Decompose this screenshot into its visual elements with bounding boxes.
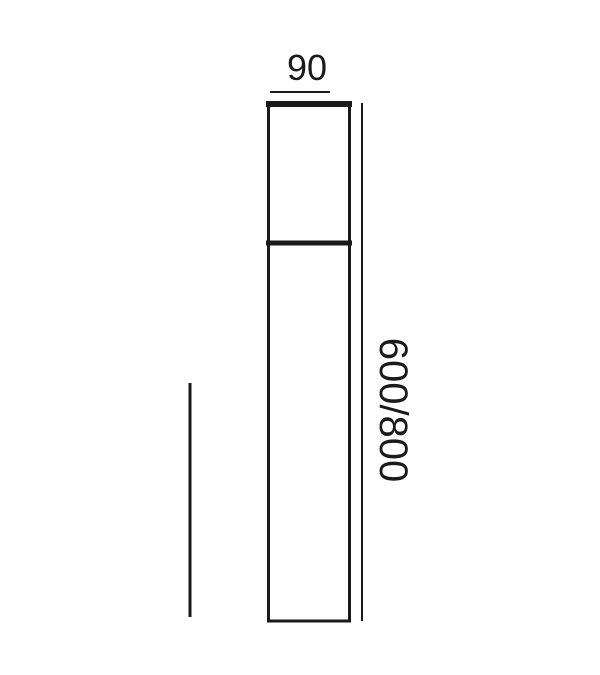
height-label: 600/800 — [371, 338, 415, 483]
width-label: 90 — [287, 47, 327, 88]
